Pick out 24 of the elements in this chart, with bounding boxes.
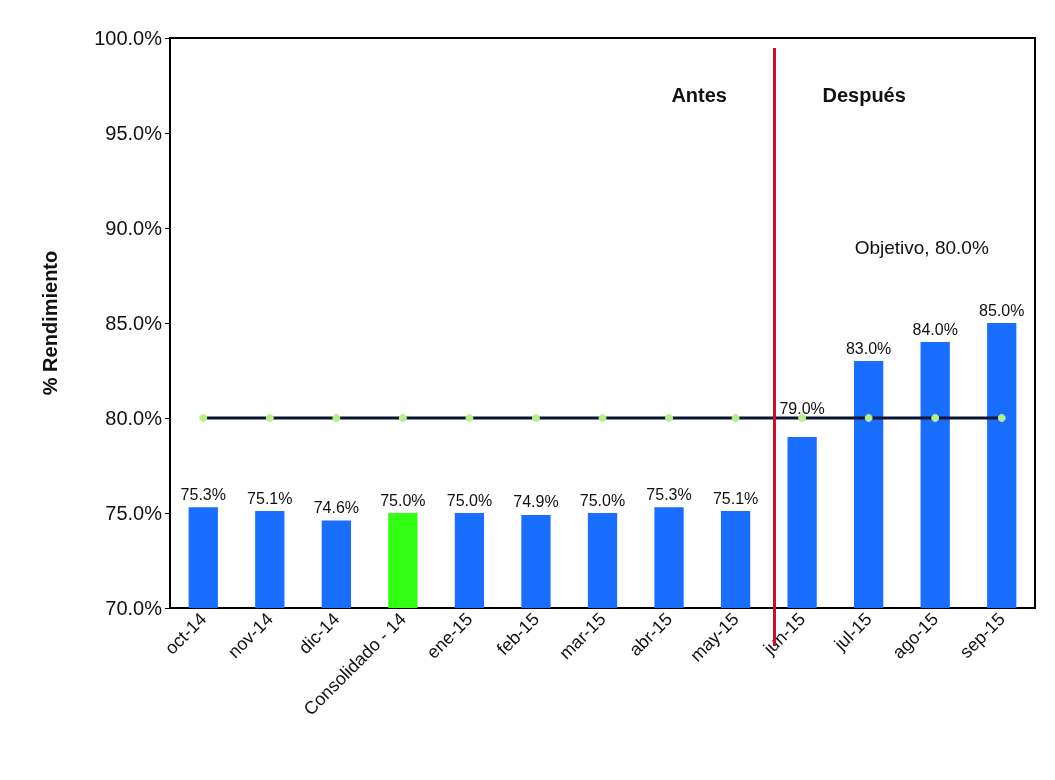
data-label: 75.3% (646, 485, 692, 503)
data-label: 75.1% (247, 489, 293, 507)
y-axis-title: % Rendimiento (39, 250, 61, 396)
y-tick-label: 80.0% (105, 407, 163, 429)
data-label: 79.0% (779, 399, 825, 417)
data-label: 74.6% (313, 499, 360, 517)
data-label: 85.0% (979, 301, 1025, 319)
data-label: 75.1% (712, 489, 759, 507)
y-tick-label: 85.0% (105, 312, 163, 334)
data-label: 75.3% (180, 485, 226, 503)
y-tick-label: 75.0% (105, 502, 163, 524)
data-label: 75.0% (380, 491, 426, 509)
annotation: Después (822, 84, 906, 106)
annotation: Antes (671, 84, 727, 106)
y-tick-label: 100.0% (94, 27, 163, 49)
y-tick-label: 90.0% (105, 217, 163, 239)
y-tick-label: 70.0% (105, 597, 163, 619)
data-label: 84.0% (912, 320, 958, 338)
data-label: 75.0% (579, 491, 626, 509)
y-tick-label: 95.0% (105, 122, 163, 144)
data-label: 83.0% (845, 339, 892, 357)
data-label: 75.0% (446, 491, 493, 509)
annotation: Objetivo, 80.0% (854, 236, 989, 258)
data-label: 74.9% (513, 493, 559, 511)
